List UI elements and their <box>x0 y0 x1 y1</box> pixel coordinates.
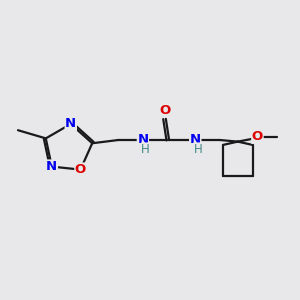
Text: N: N <box>65 118 76 130</box>
Text: H: H <box>141 143 150 156</box>
Text: N: N <box>137 134 148 146</box>
Text: N: N <box>46 160 57 173</box>
Text: N: N <box>190 134 201 146</box>
Text: H: H <box>194 143 202 156</box>
Text: O: O <box>75 163 86 176</box>
Text: O: O <box>160 104 171 117</box>
Text: O: O <box>252 130 263 143</box>
